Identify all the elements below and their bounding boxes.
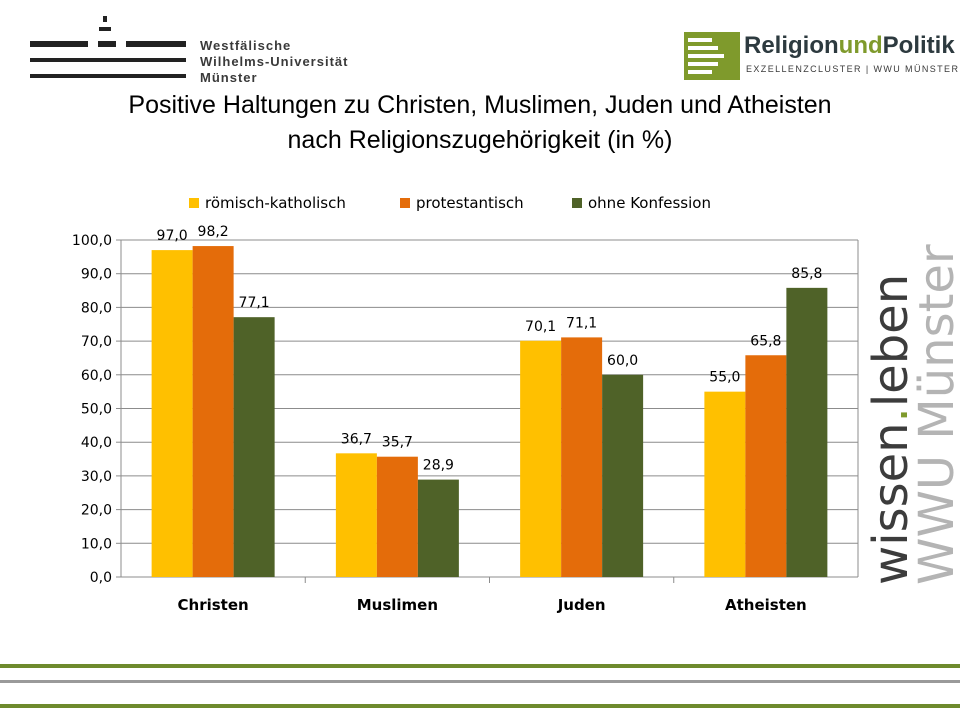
university-name-line-2: Wilhelms-Universität <box>200 54 349 69</box>
y-tick-label: 0,0 <box>90 570 112 586</box>
bar <box>520 340 562 577</box>
bar <box>602 374 644 577</box>
y-tick-label: 90,0 <box>81 267 112 283</box>
legend-label: ohne Konfession <box>588 194 711 212</box>
legend-label: protestantisch <box>416 194 524 212</box>
slide-title-line-2: nach Religionszugehörigkeit (in %) <box>287 126 673 154</box>
data-label: 77,1 <box>239 295 270 311</box>
bar <box>561 337 603 577</box>
wissen-leben-logo: wissen.leben WWU Münster <box>863 185 960 585</box>
wissen-leben-text: wissen.leben <box>863 185 919 585</box>
footer-stripe-3 <box>0 704 960 708</box>
slide-title-line-1: Positive Haltungen zu Christen, Muslimen… <box>128 91 832 119</box>
cluster-subtitle: EXZELLENZCLUSTER | WWU MÜNSTER <box>746 64 960 74</box>
y-tick-label: 40,0 <box>81 435 112 451</box>
bar <box>233 317 275 577</box>
wwu-muenster-text: WWU Münster <box>909 244 960 585</box>
data-label: 71,1 <box>566 315 597 331</box>
legend-swatch <box>400 198 410 208</box>
slide-title: Positive Haltungen zu Christen, Muslimen… <box>20 88 940 158</box>
footer-stripe-1 <box>0 664 960 668</box>
x-tick-label: Atheisten <box>725 596 807 614</box>
legend-label: römisch-katholisch <box>205 194 346 212</box>
cluster-emblem <box>684 32 740 80</box>
data-label: 70,1 <box>525 319 556 335</box>
university-logo: Westfälische Wilhelms-Universität Münste… <box>30 14 360 85</box>
religion-und-politik-logo: ReligionundPolitik EXZELLENZCLUSTER | WW… <box>684 30 958 82</box>
footer-stripes <box>0 664 960 708</box>
bar <box>192 246 234 578</box>
cluster-name: ReligionundPolitik <box>744 32 955 60</box>
x-tick-label: Christen <box>178 596 249 614</box>
cluster-name-part3: Politik <box>882 32 955 59</box>
data-label: 35,7 <box>382 435 413 451</box>
y-tick-label: 20,0 <box>81 503 112 519</box>
x-tick-label: Muslimen <box>357 596 438 614</box>
data-label: 55,0 <box>709 370 740 386</box>
data-label: 98,2 <box>198 224 229 240</box>
cluster-name-part1: Religion <box>744 32 839 59</box>
data-label: 85,8 <box>791 266 822 282</box>
legend-swatch <box>572 198 582 208</box>
bar <box>745 355 787 577</box>
bar <box>335 453 377 577</box>
data-label: 97,0 <box>157 228 188 244</box>
university-name-line-3: Münster <box>200 70 258 85</box>
footer-stripe-2 <box>0 680 960 683</box>
university-name-line-1: Westfälische <box>200 38 292 53</box>
bar <box>376 456 418 577</box>
university-emblem <box>30 16 186 78</box>
y-tick-label: 50,0 <box>81 402 112 418</box>
data-label: 65,8 <box>750 333 781 349</box>
data-label: 36,7 <box>341 431 372 447</box>
y-tick-label: 80,0 <box>81 300 112 316</box>
y-tick-label: 60,0 <box>81 368 112 384</box>
y-tick-label: 70,0 <box>81 334 112 350</box>
y-tick-label: 100,0 <box>72 233 112 249</box>
bar <box>417 479 459 577</box>
y-tick-label: 10,0 <box>81 536 112 552</box>
bar <box>151 250 193 578</box>
legend-swatch <box>189 198 199 208</box>
bar <box>704 391 746 577</box>
data-label: 28,9 <box>423 458 454 474</box>
x-tick-label: Juden <box>557 596 606 614</box>
bar <box>786 287 828 577</box>
cluster-name-part2: und <box>838 32 883 59</box>
y-tick-label: 30,0 <box>81 469 112 485</box>
data-label: 60,0 <box>607 353 638 369</box>
